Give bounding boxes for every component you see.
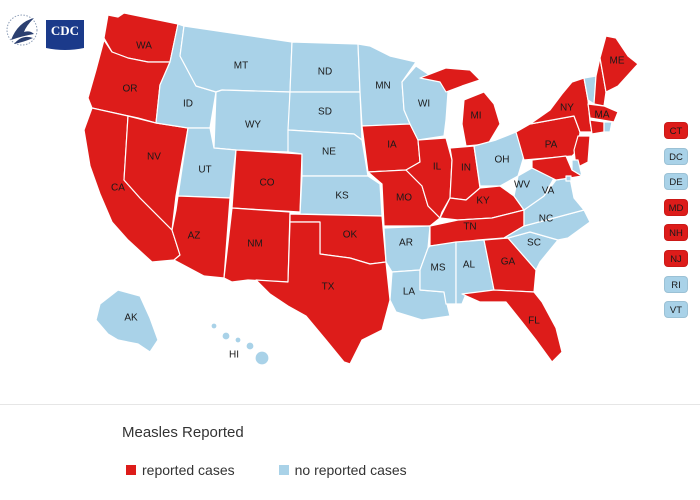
label-MO: MO bbox=[396, 193, 412, 204]
label-ME: ME bbox=[610, 56, 625, 67]
label-KS: KS bbox=[335, 191, 349, 202]
label-NY: NY bbox=[560, 103, 574, 114]
state-WI[interactable] bbox=[401, 65, 449, 141]
state-AZ[interactable] bbox=[171, 195, 231, 279]
state-HI-group[interactable] bbox=[210, 322, 270, 366]
legend: reported cases no reported cases bbox=[126, 462, 451, 478]
label-WI: WI bbox=[418, 99, 430, 110]
label-CA: CA bbox=[111, 183, 125, 194]
legend-swatch-reported bbox=[126, 465, 136, 475]
label-TN: TN bbox=[463, 222, 476, 233]
label-NV: NV bbox=[147, 152, 161, 163]
legend-item-none: no reported cases bbox=[278, 462, 407, 478]
state-HI bbox=[210, 322, 218, 330]
label-HI: HI bbox=[229, 350, 239, 361]
state-RI[interactable] bbox=[603, 121, 613, 133]
state-TX[interactable] bbox=[255, 221, 391, 365]
state-PA[interactable] bbox=[515, 115, 581, 161]
label-IN: IN bbox=[461, 163, 471, 174]
cdc-logo-icon: CDC bbox=[46, 20, 84, 50]
hhs-eagle-icon bbox=[6, 14, 38, 46]
state-HI bbox=[221, 331, 231, 341]
label-TX: TX bbox=[322, 282, 335, 293]
label-MI: MI bbox=[470, 111, 481, 122]
state-HI bbox=[234, 336, 242, 344]
label-NC: NC bbox=[539, 214, 553, 225]
label-CO: CO bbox=[260, 178, 275, 189]
label-WY: WY bbox=[245, 120, 261, 131]
state-NH[interactable] bbox=[593, 57, 607, 107]
state-HI bbox=[245, 341, 255, 351]
divider bbox=[0, 404, 700, 405]
badge-NJ[interactable]: NJ bbox=[664, 249, 688, 267]
label-MA: MA bbox=[595, 110, 610, 121]
label-IA: IA bbox=[387, 140, 397, 151]
cdc-logo-text: CDC bbox=[51, 23, 79, 38]
badge-DC[interactable]: DC bbox=[664, 147, 688, 165]
state-AK[interactable] bbox=[95, 289, 159, 353]
label-OK: OK bbox=[343, 230, 358, 241]
state-KS[interactable] bbox=[299, 175, 383, 217]
badge-CT[interactable]: CT bbox=[664, 122, 688, 139]
state-DE[interactable] bbox=[571, 159, 583, 177]
label-SD: SD bbox=[318, 107, 332, 118]
label-ID: ID bbox=[183, 99, 193, 110]
badge-MD[interactable]: MD bbox=[664, 198, 688, 216]
state-MA[interactable] bbox=[587, 103, 619, 123]
label-NM: NM bbox=[247, 239, 263, 250]
label-WV: WV bbox=[514, 180, 530, 191]
label-WA: WA bbox=[136, 41, 152, 52]
state-NM[interactable] bbox=[223, 207, 291, 283]
label-UT: UT bbox=[198, 165, 211, 176]
label-MT: MT bbox=[234, 61, 248, 72]
label-AK: AK bbox=[124, 313, 138, 324]
state-OH[interactable] bbox=[473, 131, 525, 187]
label-SC: SC bbox=[527, 238, 541, 249]
label-VA: VA bbox=[542, 186, 555, 197]
label-KY: KY bbox=[476, 196, 490, 207]
label-AR: AR bbox=[399, 238, 413, 249]
legend-label-none: no reported cases bbox=[294, 462, 407, 478]
legend-swatch-none bbox=[278, 465, 289, 475]
label-LA: LA bbox=[403, 287, 416, 298]
state-HI bbox=[254, 350, 270, 366]
small-states-sidebar: CT DC DE MD NH NJ RI VT bbox=[664, 122, 688, 327]
badge-NH[interactable]: NH bbox=[664, 224, 688, 242]
label-OR: OR bbox=[123, 84, 138, 95]
state-ME[interactable] bbox=[599, 35, 639, 93]
us-map: WA OR CA NV ID MT WY UT AZ CO NM ND SD N… bbox=[83, 12, 639, 366]
label-MN: MN bbox=[375, 81, 391, 92]
label-IL: IL bbox=[433, 162, 442, 173]
state-DC[interactable] bbox=[565, 175, 572, 182]
badge-RI[interactable]: RI bbox=[664, 275, 688, 293]
label-ND: ND bbox=[318, 67, 332, 78]
label-AL: AL bbox=[463, 260, 476, 271]
state-MT[interactable] bbox=[179, 25, 293, 93]
label-NE: NE bbox=[322, 147, 336, 158]
label-GA: GA bbox=[501, 257, 516, 268]
legend-title: Measles Reported bbox=[122, 424, 244, 441]
legend-label-reported: reported cases bbox=[142, 462, 235, 478]
label-OH: OH bbox=[495, 155, 510, 166]
badge-VT[interactable]: VT bbox=[664, 301, 688, 319]
label-FL: FL bbox=[528, 316, 540, 327]
label-AZ: AZ bbox=[188, 231, 201, 242]
state-FL[interactable] bbox=[461, 289, 563, 363]
label-PA: PA bbox=[545, 140, 558, 151]
logos: CDC bbox=[0, 0, 100, 60]
legend-item-reported: reported cases bbox=[126, 462, 235, 478]
badge-DE[interactable]: DE bbox=[664, 173, 688, 191]
label-MS: MS bbox=[431, 263, 446, 274]
state-MI[interactable] bbox=[419, 67, 481, 93]
state-MI-lower[interactable] bbox=[461, 91, 501, 147]
state-CT[interactable] bbox=[589, 119, 605, 135]
